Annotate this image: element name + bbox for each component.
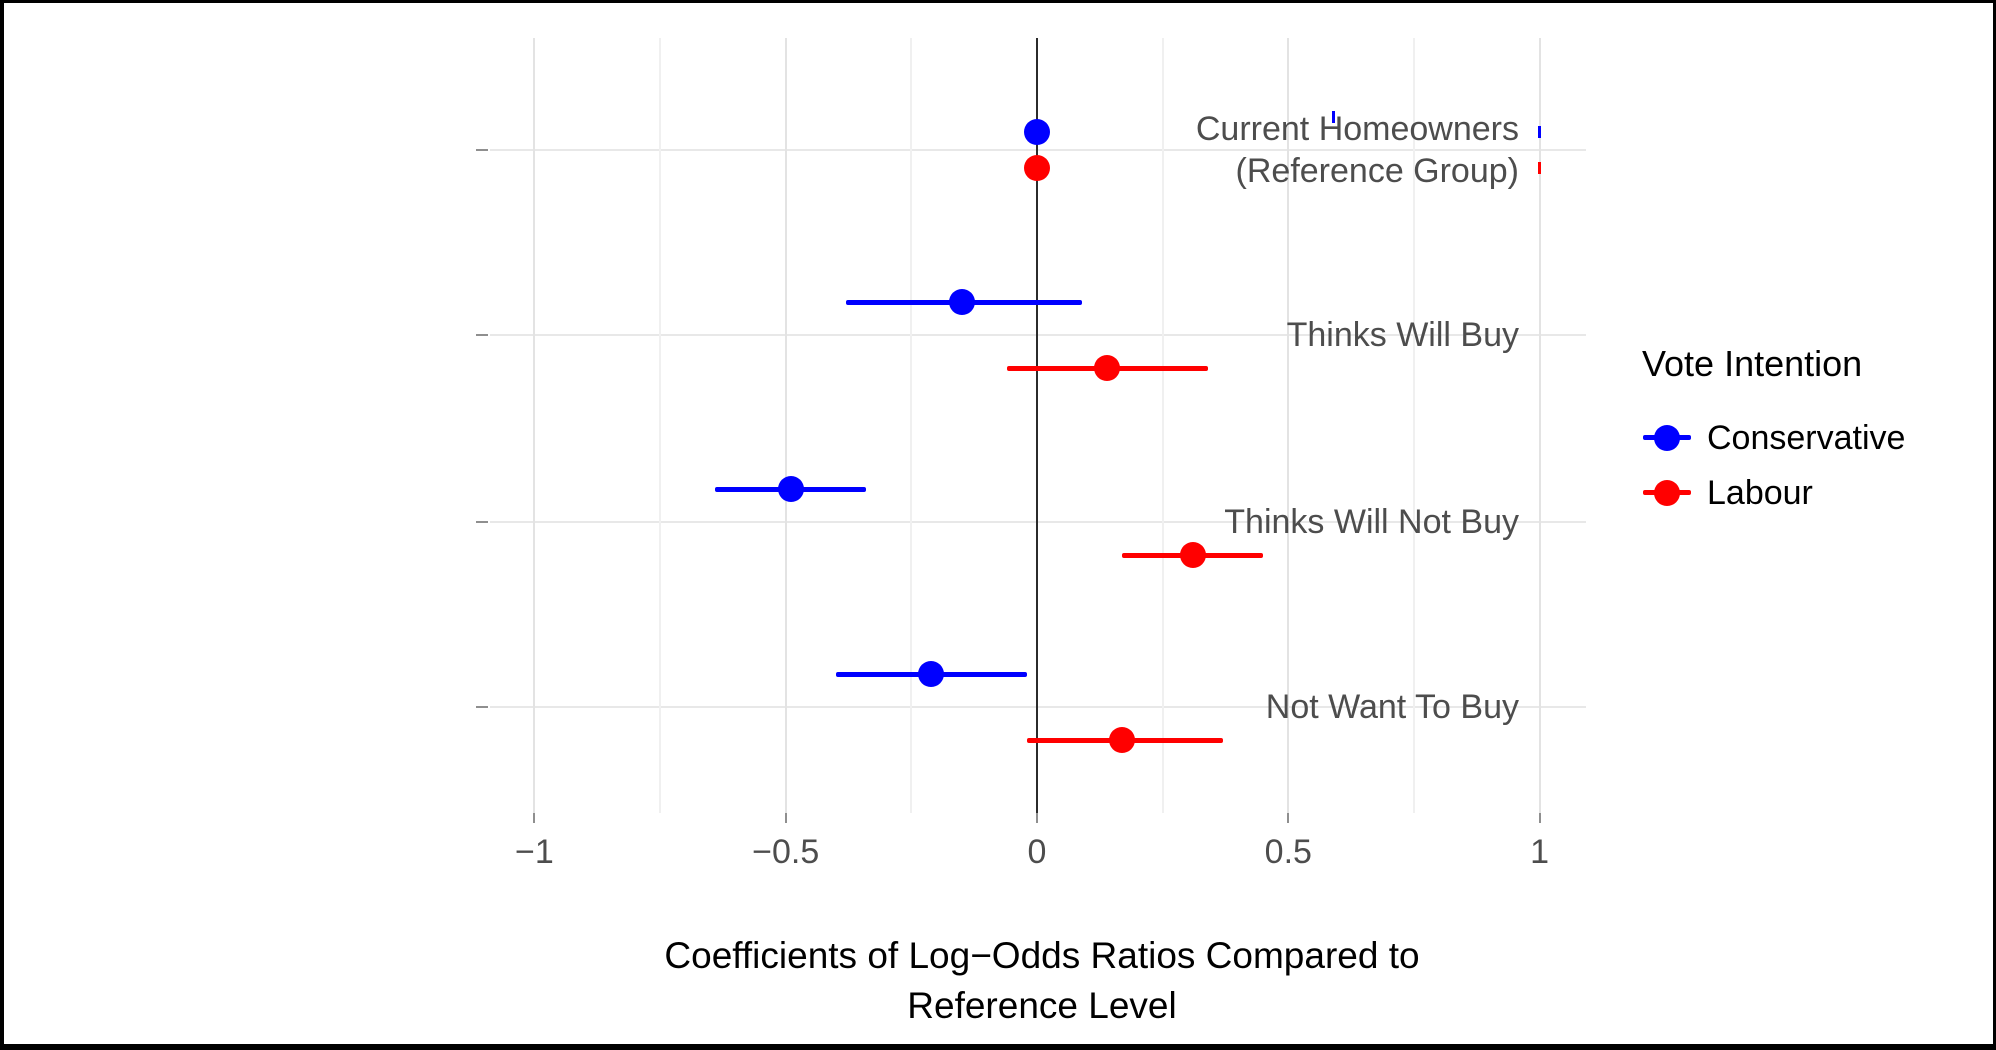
x-axis-title: Coefficients of Log−Odds Ratios Compared… [442, 931, 1642, 1031]
conservative-estimate-point [918, 661, 945, 687]
legend-entry-conservative: Conservative [1643, 415, 1905, 461]
conservative-estimate-point [1024, 119, 1050, 145]
x-axis-tick-label: 0 [1027, 833, 1047, 871]
conservative-point-ci-key-icon [1643, 415, 1691, 461]
labour-estimate-point [1094, 355, 1121, 381]
x-axis-tick-label: −0.5 [752, 833, 820, 871]
x-axis-tick-label: 1 [1530, 833, 1550, 871]
clipped-errorbar-tick [1538, 162, 1542, 174]
minor-vertical-gridline [1412, 38, 1415, 813]
clipped-errorbar-tick [1332, 111, 1336, 123]
legend: Vote Intention Conservative Labour [1642, 343, 1905, 512]
legend-title: Vote Intention [1642, 343, 1863, 384]
category-label: Thinks Will Not Buy [1224, 501, 1519, 543]
category-label: Not Want To Buy [1266, 686, 1519, 728]
major-vertical-gridline [1538, 38, 1541, 813]
minor-vertical-gridline [1161, 38, 1164, 813]
category-label-line: (Reference Group) [1235, 152, 1519, 190]
labour-estimate-point [1179, 542, 1206, 568]
category-label: Current Homeowners (Reference Group) [1196, 108, 1519, 192]
horizontal-gridline [490, 334, 1586, 336]
data-marks-layer [4, 3, 1993, 1044]
horizontal-gridline [490, 521, 1586, 523]
labour-estimate-point [1109, 727, 1136, 753]
x-axis-tick [784, 813, 787, 823]
x-axis-title-line-1: Coefficients of Log−Odds Ratios Compared… [664, 935, 1420, 976]
legend-entry-labour: Labour [1643, 470, 1813, 516]
horizontal-gridline [490, 706, 1586, 708]
x-axis-tick-label: 0.5 [1264, 833, 1312, 871]
category-label-line: Current Homeowners [1195, 110, 1519, 148]
zero-reference-line [1036, 38, 1038, 813]
y-axis-tick [476, 521, 488, 523]
x-axis-tick [1538, 813, 1541, 823]
category-label-line: Thinks Will Not Buy [1224, 503, 1519, 541]
major-vertical-gridline [784, 38, 787, 813]
legend-label-labour: Labour [1707, 473, 1813, 512]
category-label-line: Not Want To Buy [1265, 688, 1519, 726]
x-axis-title-line-2: Reference Level [907, 985, 1177, 1026]
x-axis-tick-labels: −1 −0.5 0 0.5 1 [4, 3, 1993, 1044]
gridlines-layer [4, 3, 1993, 1044]
clipped-errorbar-tick [1538, 126, 1542, 138]
category-axis-labels: Current Homeowners (Reference Group) Think… [4, 3, 1993, 1044]
minor-vertical-gridline [910, 38, 913, 813]
x-axis-tick [1036, 813, 1038, 823]
y-axis-tick [476, 149, 488, 151]
legend-label-conservative: Conservative [1707, 418, 1906, 457]
conservative-estimate-point [948, 289, 975, 315]
major-vertical-gridline [1287, 38, 1290, 813]
category-label: Thinks Will Buy [1287, 314, 1519, 356]
x-axis-tick [533, 813, 536, 823]
x-axis-tick-label: −1 [515, 833, 554, 871]
labour-estimate-point [1024, 155, 1050, 181]
labour-point-ci-key-icon [1643, 470, 1691, 516]
y-axis-tick [476, 706, 488, 708]
major-vertical-gridline [533, 38, 536, 813]
minor-vertical-gridline [659, 38, 662, 813]
conservative-estimate-point [777, 476, 804, 502]
x-axis-tick [1287, 813, 1290, 823]
horizontal-gridline [490, 149, 1586, 151]
y-axis-tick [476, 334, 488, 336]
category-label-line: Thinks Will Buy [1286, 316, 1519, 354]
